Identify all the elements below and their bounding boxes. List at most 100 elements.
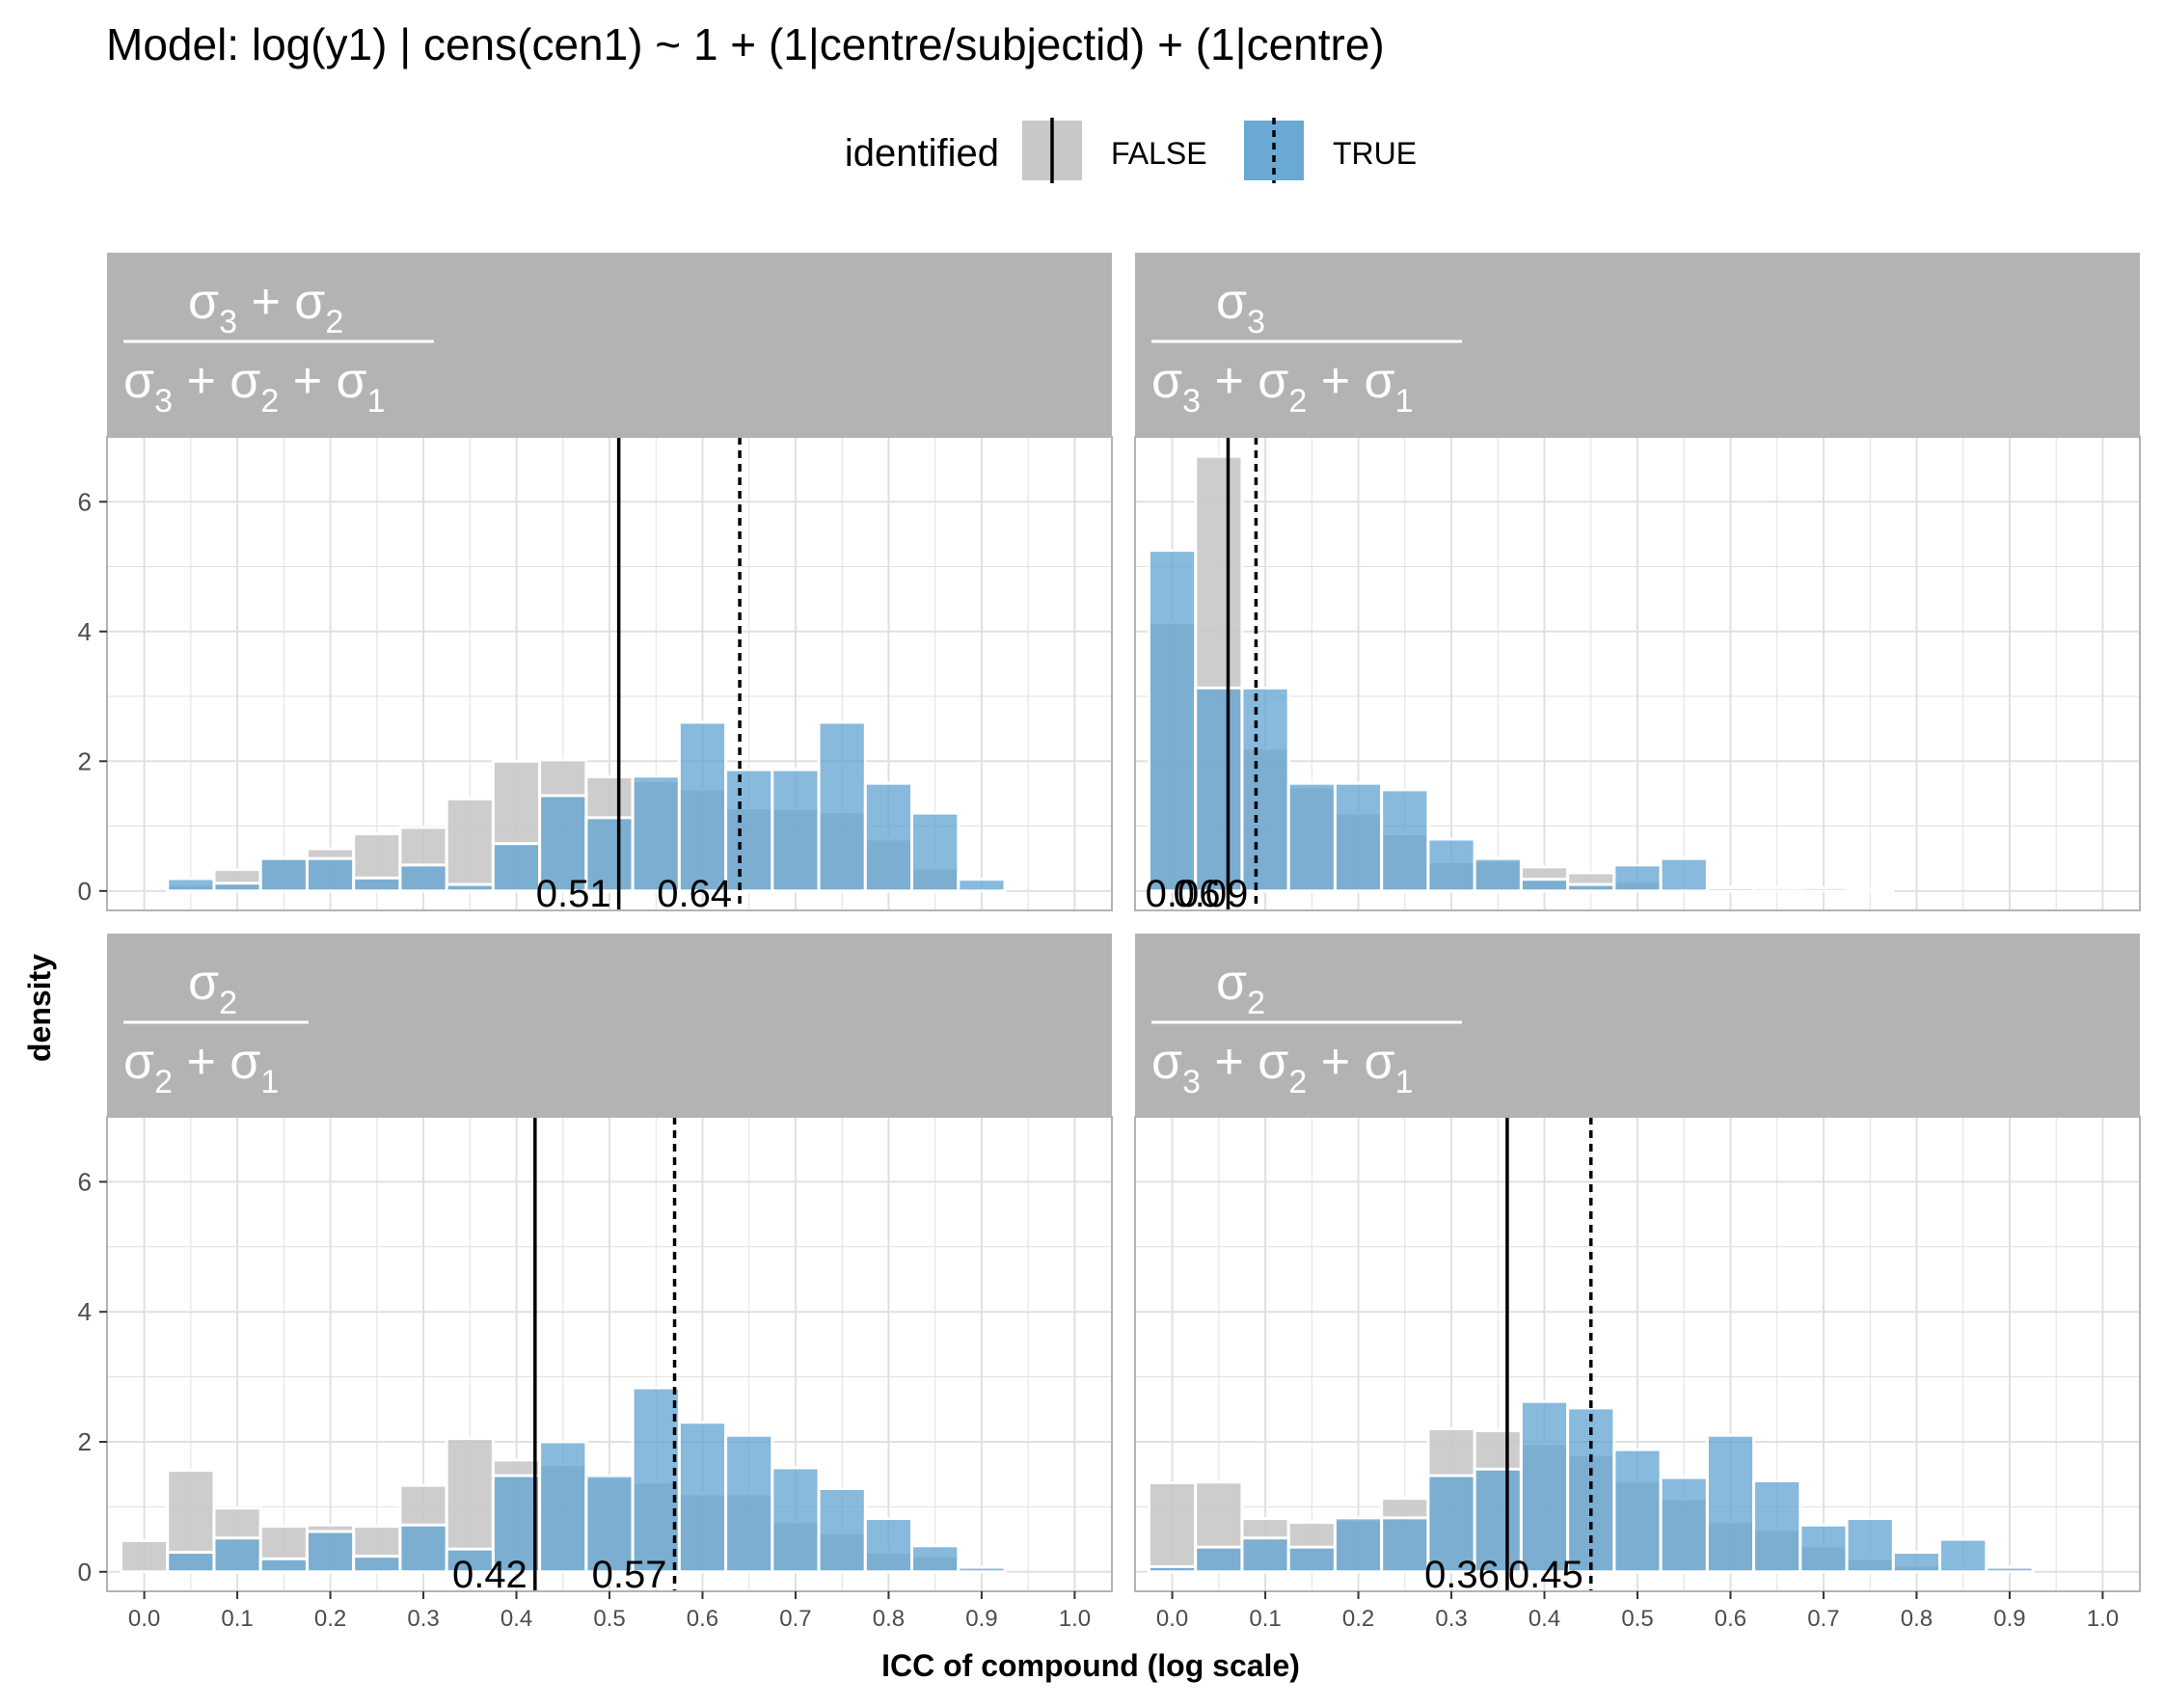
legend-key-true: TRUE xyxy=(1244,118,1417,183)
legend-label-true: TRUE xyxy=(1333,136,1417,171)
strip-denominator: σ2 + σ1 xyxy=(123,1034,279,1100)
y-tick-label: 0 xyxy=(78,1558,92,1586)
bar-true xyxy=(1799,1523,1849,1574)
facet-strip xyxy=(1135,253,2140,437)
bar-true xyxy=(305,1530,356,1574)
strip-math-part: 3 xyxy=(154,383,173,420)
bar-true xyxy=(771,1466,821,1574)
y-tick-label: 4 xyxy=(78,1297,92,1326)
median-label-true: 0.64 xyxy=(657,873,732,915)
bar-true xyxy=(1426,1474,1476,1574)
bar-true xyxy=(212,1536,262,1574)
bar-true xyxy=(910,1544,960,1574)
bar-true xyxy=(1519,878,1570,893)
strip-math-part: + σ xyxy=(1307,353,1394,409)
y-axis-title: density xyxy=(22,954,57,1062)
facet-strip xyxy=(1135,934,2140,1117)
bar-true xyxy=(1380,788,1430,893)
bar-true xyxy=(631,1386,681,1574)
bar-true xyxy=(584,1474,635,1574)
y-tick-label: 2 xyxy=(78,1427,92,1456)
strip-math-part: σ xyxy=(123,353,154,409)
x-tick-label: 0.5 xyxy=(593,1606,625,1632)
bar-true xyxy=(863,1517,914,1574)
bar-true xyxy=(1147,549,1198,893)
strip-numerator: σ2 xyxy=(1216,955,1265,1021)
x-tick-label: 0.2 xyxy=(314,1606,346,1632)
bar-true xyxy=(1566,1406,1616,1574)
bar-false xyxy=(1845,886,1895,893)
x-tick-label: 0.9 xyxy=(1993,1606,2025,1632)
legend-label-false: FALSE xyxy=(1111,136,1207,171)
bar-true xyxy=(771,768,821,893)
bar-true xyxy=(398,863,448,893)
x-tick-label: 0.0 xyxy=(1156,1606,1188,1632)
bar-true xyxy=(1985,1565,2035,1574)
bar-true xyxy=(1659,856,1709,893)
facet-strip xyxy=(107,934,1112,1117)
median-label-true: 0.57 xyxy=(592,1554,667,1596)
bar-true xyxy=(166,1551,216,1574)
strip-math-part: 1 xyxy=(367,383,386,420)
bar-true xyxy=(1752,1478,1802,1574)
x-tick-label: 0.7 xyxy=(779,1606,811,1632)
x-tick-label: 0.1 xyxy=(221,1606,253,1632)
bar-true xyxy=(1333,781,1384,893)
bar-true xyxy=(724,768,774,893)
bar-true xyxy=(584,816,635,893)
x-tick-label: 0.5 xyxy=(1621,1606,1653,1632)
strip-math-part: 1 xyxy=(1395,1064,1414,1100)
x-tick-label: 1.0 xyxy=(2087,1606,2119,1632)
strip-math-part: 2 xyxy=(1288,383,1307,420)
strip-math-part: + σ xyxy=(1201,1034,1288,1090)
x-axis-title: ICC of compound (log scale) xyxy=(881,1648,1300,1683)
bar-true xyxy=(1333,1516,1384,1574)
strip-math-part: 1 xyxy=(1395,383,1414,420)
x-tick-label: 0.3 xyxy=(407,1606,439,1632)
x-tick-label: 0.4 xyxy=(500,1606,532,1632)
strip-math-part: σ xyxy=(1216,274,1247,330)
strip-math-part: 2 xyxy=(325,304,343,340)
strip-math-part: + σ xyxy=(279,353,366,409)
chart-title: Model: log(y1) | cens(cen1) ~ 1 + (1|cen… xyxy=(106,19,1385,69)
bar-true xyxy=(957,878,1007,893)
strip-math-part: σ xyxy=(188,955,219,1011)
bar-true xyxy=(1286,1545,1337,1574)
median-label-false: 0.36 xyxy=(1424,1554,1500,1596)
bar-true xyxy=(305,856,356,893)
bar-true xyxy=(538,794,588,893)
panel-border xyxy=(1134,436,2141,911)
strip-numerator: σ3 + σ2 xyxy=(188,274,343,340)
bar-true xyxy=(677,720,728,893)
bar-true xyxy=(724,1433,774,1574)
strip-math-part: σ xyxy=(1151,353,1182,409)
strip-math-part: 3 xyxy=(219,304,237,340)
bar-true xyxy=(1612,863,1663,893)
facet-strip xyxy=(107,253,1112,437)
median-label-true: 0.45 xyxy=(1508,1554,1583,1596)
y-tick-label: 4 xyxy=(78,617,92,646)
legend-key-false: FALSE xyxy=(1022,118,1207,183)
x-tick-label: 0.7 xyxy=(1807,1606,1839,1632)
x-tick-label: 0.8 xyxy=(1901,1606,1933,1632)
x-tick-label: 0.3 xyxy=(1435,1606,1467,1632)
y-tick-label: 6 xyxy=(78,487,92,516)
bar-true xyxy=(1240,686,1290,893)
strip-math-part: σ xyxy=(123,1034,154,1090)
strip-denominator: σ3 + σ2 + σ1 xyxy=(1151,1034,1414,1100)
strip-math-part: 2 xyxy=(1288,1064,1307,1100)
median-label-false: 0.06 xyxy=(1146,873,1221,915)
x-tick-label: 1.0 xyxy=(1059,1606,1091,1632)
bar-false xyxy=(1147,1480,1198,1574)
bar-true xyxy=(258,1557,309,1574)
legend-title: identified xyxy=(845,132,999,175)
bar-false xyxy=(119,1538,170,1574)
bar-true xyxy=(1380,1516,1430,1574)
x-tick-label: 0.2 xyxy=(1342,1606,1374,1632)
bar-true xyxy=(212,881,262,893)
strip-math-part: 1 xyxy=(260,1064,279,1100)
